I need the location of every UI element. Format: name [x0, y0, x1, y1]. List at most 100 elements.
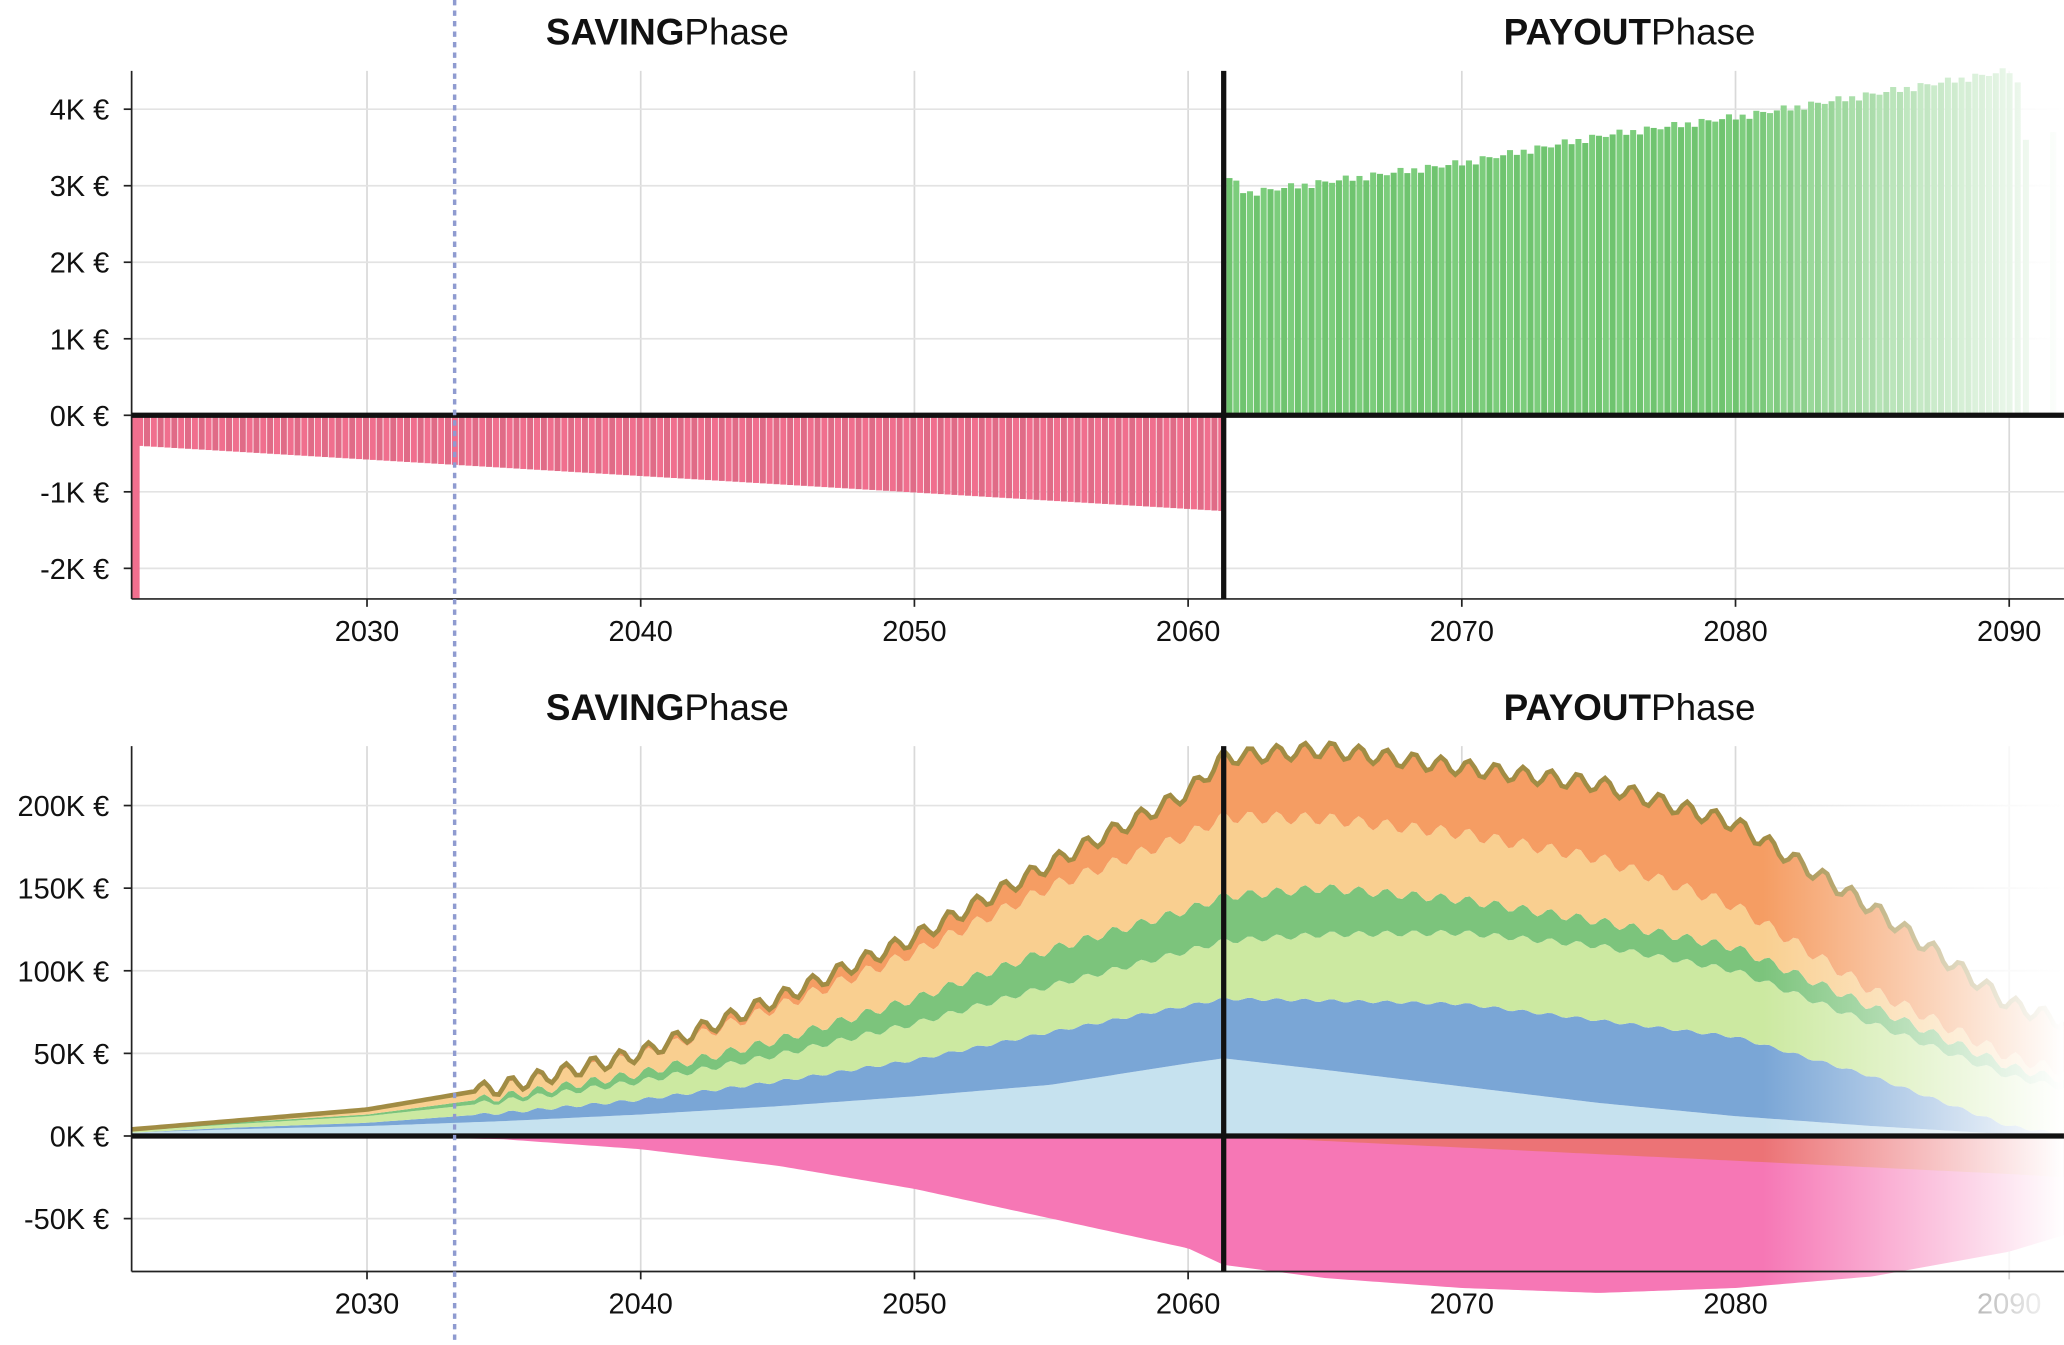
payout-bar — [1671, 122, 1678, 416]
payout-bar — [1575, 138, 1582, 416]
payout-bar — [1315, 180, 1322, 416]
saving-bar — [869, 415, 876, 490]
payout-bar — [1308, 188, 1315, 416]
saving-bar — [308, 415, 315, 457]
saving-bar — [575, 415, 582, 473]
payout-bar — [1376, 173, 1384, 416]
saving-bar — [342, 415, 349, 459]
saving-bar — [746, 415, 753, 483]
saving-bar — [178, 415, 185, 449]
payout-bar — [1288, 183, 1295, 416]
payout-bar — [1322, 181, 1329, 416]
payout-bar — [1616, 129, 1623, 416]
saving-bar — [896, 415, 903, 492]
saving-bar — [301, 415, 308, 456]
saving-bar — [410, 415, 417, 463]
saving-bar — [1108, 415, 1115, 505]
saving-bar — [732, 415, 739, 482]
saving-bar — [1088, 415, 1095, 504]
payout-bar — [1719, 119, 1726, 416]
saving-bar — [937, 415, 944, 495]
saving-bar — [1163, 415, 1170, 508]
payout-bar — [1520, 149, 1527, 416]
payout-bar — [1500, 155, 1507, 416]
saving-bar — [650, 415, 657, 477]
saving-bar — [780, 415, 787, 485]
payout-bar — [1664, 126, 1671, 416]
saving-bar — [1033, 415, 1040, 500]
negative-area-band — [131, 1135, 2064, 1178]
payout-bar — [1643, 126, 1650, 416]
y-tick-label: 200K € — [18, 791, 110, 823]
payout-bar — [1698, 118, 1705, 416]
payout-bar — [1595, 135, 1602, 416]
saving-bar — [581, 415, 588, 473]
phase-title-regular: Phase — [684, 12, 788, 53]
payout-bar — [1301, 183, 1308, 416]
saving-bar — [992, 415, 999, 498]
y-tick-label: 4K € — [50, 95, 110, 127]
saving-bar — [821, 415, 828, 488]
payout-bar — [1548, 147, 1555, 416]
area-band — [131, 811, 2064, 1132]
saving-bar — [369, 415, 376, 460]
phase-title-saving: SAVINGPhase — [546, 687, 789, 728]
x-tick-label: 2070 — [1430, 616, 1494, 648]
payout-bar — [1486, 157, 1493, 416]
payout-bar — [1383, 175, 1390, 416]
saving-bar — [800, 415, 807, 486]
payout-bar — [1561, 139, 1568, 416]
payout-bar — [1650, 127, 1657, 416]
saving-bar — [876, 415, 883, 491]
saving-bar — [568, 415, 575, 472]
y-tick-label: 0K € — [50, 1122, 110, 1154]
saving-bar — [137, 415, 144, 446]
saving-bar — [321, 415, 328, 458]
saving-bar — [465, 415, 472, 466]
saving-bar — [999, 415, 1006, 498]
saving-bar — [1149, 415, 1156, 507]
saving-bar — [1129, 415, 1136, 506]
saving-bar — [499, 415, 506, 468]
saving-bar — [356, 415, 363, 460]
saving-bar — [1095, 415, 1102, 504]
saving-bar — [328, 415, 335, 458]
y-tick-label: -50K € — [24, 1204, 109, 1236]
saving-bar — [349, 415, 356, 459]
saving-bar — [663, 415, 671, 478]
payout-bar — [1226, 178, 1233, 416]
saving-bar — [602, 415, 609, 474]
saving-bar — [472, 415, 479, 467]
saving-bar — [212, 415, 219, 451]
payout-bar — [1438, 167, 1445, 416]
phase-title-payout: PAYOUTPhase — [1504, 687, 1756, 728]
payout-bar — [1431, 166, 1438, 416]
payout-bar — [1342, 175, 1349, 416]
saving-bar — [739, 415, 746, 483]
saving-bar — [403, 415, 411, 462]
payout-bar — [1678, 127, 1685, 416]
y-tick-label: 150K € — [18, 874, 110, 906]
saving-bar — [205, 415, 212, 451]
area-band — [131, 743, 2064, 1130]
saving-bar — [294, 415, 301, 456]
phase-title-payout: PAYOUTPhase — [1504, 12, 1756, 53]
payout-bar — [1684, 122, 1691, 416]
phase-title-regular: Phase — [684, 687, 788, 728]
payout-bar — [1568, 144, 1575, 416]
payout-bar — [1527, 153, 1534, 416]
saving-bar — [828, 415, 835, 488]
y-tick-label: 0K € — [50, 401, 110, 433]
payout-bar — [1705, 120, 1712, 416]
saving-bar — [725, 415, 732, 482]
saving-bar — [1204, 415, 1211, 511]
payout-bar — [1479, 156, 1486, 416]
payout-bar — [1397, 167, 1404, 416]
payout-bar — [1630, 130, 1637, 416]
saving-bar — [855, 415, 862, 490]
saving-bar — [226, 415, 233, 452]
saving-bar — [848, 415, 855, 489]
saving-bar — [417, 415, 424, 463]
area-band — [131, 1058, 2064, 1136]
saving-bar — [958, 415, 965, 496]
